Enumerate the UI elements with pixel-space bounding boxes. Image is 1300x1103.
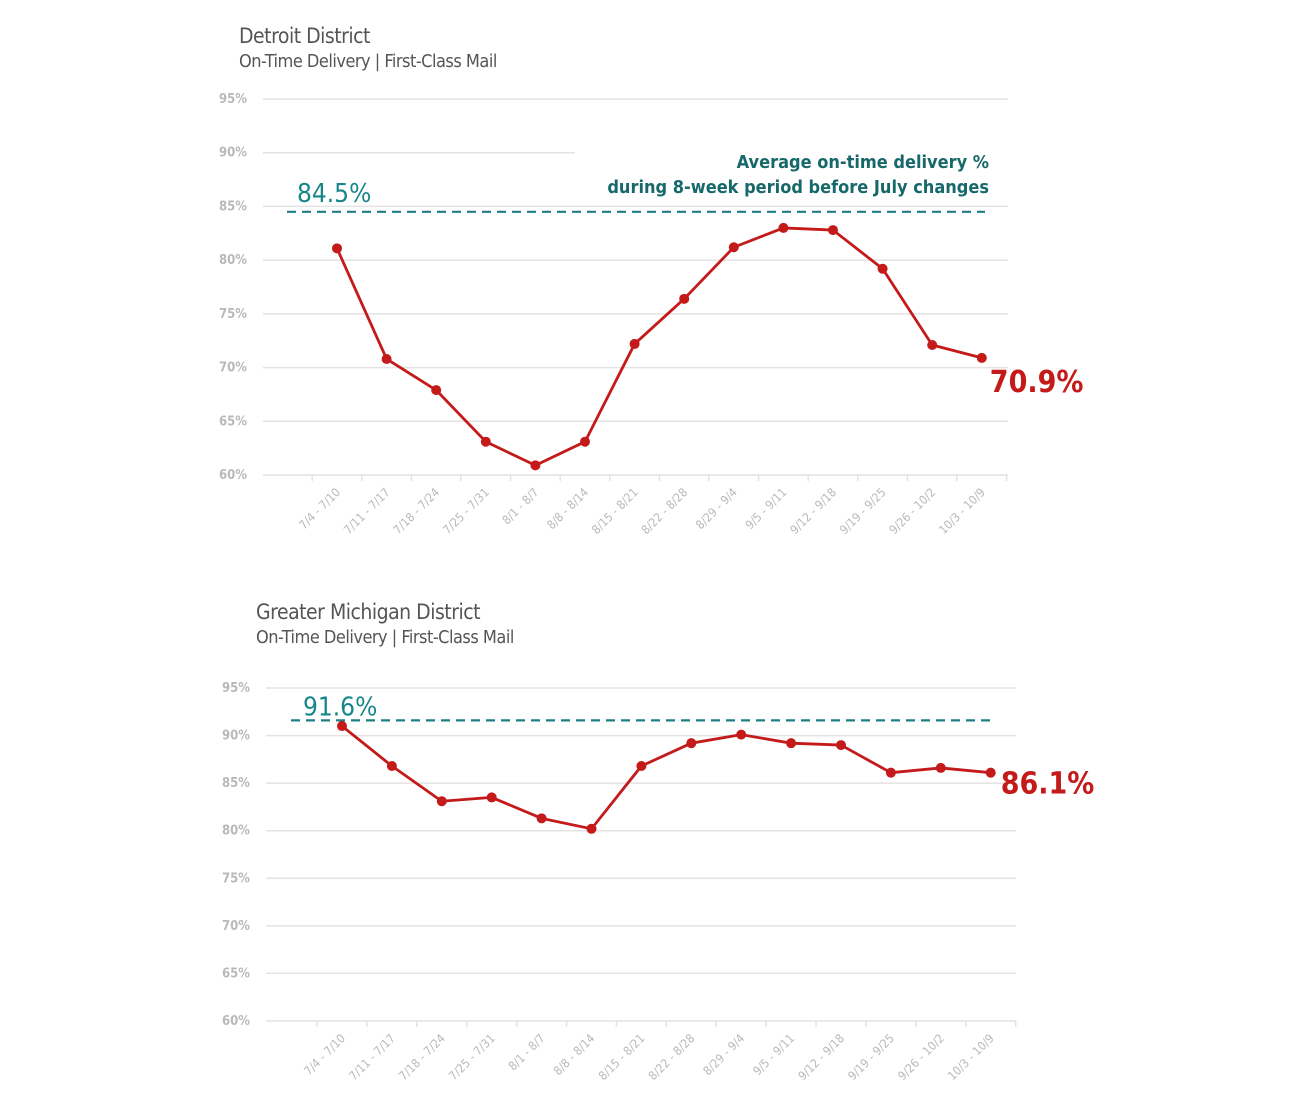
data-point bbox=[436, 796, 447, 807]
chart-subtitle: On-Time Delivery | First-Class Mail bbox=[239, 51, 497, 72]
x-tick-label: 7/25 - 7/31 bbox=[446, 1031, 498, 1083]
y-tick-label: 75% bbox=[219, 307, 247, 322]
data-point bbox=[778, 222, 789, 233]
data-point bbox=[536, 813, 547, 824]
data-point bbox=[927, 340, 938, 351]
data-point bbox=[885, 767, 896, 778]
y-tick-label: 95% bbox=[219, 92, 247, 107]
x-tick-label: 8/1 - 8/7 bbox=[499, 485, 541, 527]
y-tick-label: 80% bbox=[219, 253, 247, 268]
average-note-line-2: during 8-week period before July changes bbox=[607, 177, 989, 198]
x-tick-label: 7/4 - 7/10 bbox=[296, 485, 343, 532]
y-tick-label: 90% bbox=[219, 146, 247, 161]
average-value-label: 84.5% bbox=[297, 179, 371, 209]
data-point bbox=[786, 738, 797, 749]
data-point bbox=[381, 353, 392, 364]
average-value-label: 91.6% bbox=[303, 692, 377, 722]
data-point bbox=[580, 436, 590, 447]
y-tick-label: 60% bbox=[222, 1014, 250, 1029]
x-tick-label: 9/5 - 9/11 bbox=[750, 1031, 797, 1078]
x-tick-label: 8/15 - 8/21 bbox=[589, 485, 641, 537]
x-tick-label: 8/15 - 8/21 bbox=[596, 1031, 648, 1083]
data-point bbox=[686, 738, 697, 749]
y-tick-label: 65% bbox=[219, 414, 247, 429]
y-tick-label: 70% bbox=[222, 919, 250, 934]
y-tick-label: 85% bbox=[222, 776, 250, 791]
chart-greater-michigan: Greater Michigan District On-Time Delive… bbox=[0, 576, 1300, 1103]
x-tick-label: 9/26 - 10/2 bbox=[895, 1031, 947, 1083]
data-point bbox=[332, 243, 342, 254]
y-tick-label: 80% bbox=[222, 824, 250, 839]
x-tick-label: 8/29 - 9/4 bbox=[693, 485, 740, 532]
data-point bbox=[935, 762, 946, 773]
line-chart-detroit: 60% 65% 70% 75% 80% 85% 90% 95% 7/4 - 7/107/11 -… bbox=[219, 92, 1084, 537]
x-tick-label: 9/26 - 10/2 bbox=[887, 485, 939, 537]
data-point bbox=[679, 293, 690, 304]
y-tick-label: 65% bbox=[222, 966, 250, 981]
x-tick-label: 8/22 - 8/28 bbox=[639, 485, 691, 537]
data-point bbox=[480, 436, 491, 447]
end-value-label: 70.9% bbox=[990, 365, 1084, 400]
chart-title: Detroit District bbox=[239, 24, 370, 48]
data-point bbox=[629, 338, 640, 349]
data-point bbox=[728, 242, 739, 253]
x-tick-label: 7/11 - 7/17 bbox=[341, 485, 393, 537]
x-tick-label: 7/11 - 7/17 bbox=[346, 1031, 398, 1083]
x-tick-label: 10/3 - 10/9 bbox=[945, 1031, 997, 1083]
data-point bbox=[530, 460, 541, 471]
x-tick-label: 8/8 - 8/14 bbox=[544, 485, 591, 532]
data-point bbox=[337, 721, 347, 732]
y-tick-label: 70% bbox=[219, 361, 247, 376]
x-tick-label: 8/8 - 8/14 bbox=[551, 1031, 598, 1078]
average-note-line-1: Average on-time delivery % bbox=[737, 152, 989, 173]
y-tick-label: 90% bbox=[222, 729, 250, 744]
x-tick-label: 9/5 - 9/11 bbox=[743, 485, 790, 532]
y-tick-label: 75% bbox=[222, 871, 250, 886]
x-tick-label: 7/18 - 7/24 bbox=[391, 485, 443, 537]
chart-title: Greater Michigan District bbox=[256, 600, 481, 624]
end-value-label: 86.1% bbox=[1001, 767, 1095, 802]
data-point bbox=[386, 761, 397, 772]
y-tick-label: 60% bbox=[219, 468, 247, 483]
x-tick-label: 10/3 - 10/9 bbox=[936, 485, 988, 537]
line-chart-greater-michigan: 60% 65% 70% 75% 80% 85% 90% 95% 7/4 - 7/107/11 -… bbox=[222, 681, 1095, 1083]
y-tick-label: 95% bbox=[222, 681, 250, 696]
data-point bbox=[836, 740, 846, 751]
x-tick-label: 8/1 - 8/7 bbox=[506, 1031, 548, 1073]
chart-subtitle: On-Time Delivery | First-Class Mail bbox=[256, 627, 514, 648]
data-point bbox=[877, 263, 888, 274]
series-line bbox=[335, 226, 983, 467]
chart-detroit: Detroit District On-Time Delivery | Firs… bbox=[219, 24, 1084, 537]
y-tick-label: 85% bbox=[219, 199, 247, 214]
x-tick-label: 9/19 - 9/25 bbox=[837, 485, 889, 537]
x-tick-label: 7/25 - 7/31 bbox=[440, 485, 492, 537]
data-point bbox=[828, 225, 838, 236]
data-point bbox=[985, 767, 996, 778]
x-tick-label: 7/18 - 7/24 bbox=[396, 1031, 448, 1083]
data-point bbox=[431, 385, 442, 396]
x-tick-label: 8/22 - 8/28 bbox=[646, 1031, 698, 1083]
x-tick-label: 9/12 - 9/18 bbox=[787, 485, 839, 537]
x-tick-label: 8/29 - 9/4 bbox=[700, 1031, 747, 1078]
data-point bbox=[736, 729, 747, 740]
data-point bbox=[636, 761, 647, 772]
x-tick-label: 7/4 - 7/10 bbox=[301, 1031, 348, 1078]
data-point bbox=[486, 792, 497, 803]
x-tick-label: 9/19 - 9/25 bbox=[845, 1031, 897, 1083]
series-line bbox=[341, 724, 991, 831]
data-point bbox=[586, 823, 597, 834]
x-tick-label: 9/12 - 9/18 bbox=[795, 1031, 847, 1083]
data-point bbox=[976, 352, 987, 363]
